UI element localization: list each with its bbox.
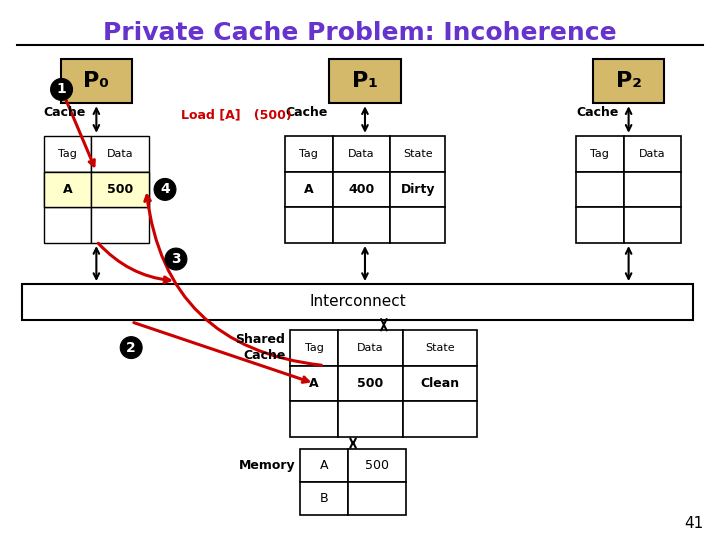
FancyBboxPatch shape: [44, 172, 91, 207]
FancyBboxPatch shape: [624, 136, 681, 172]
Text: State: State: [426, 342, 455, 353]
FancyBboxPatch shape: [290, 401, 338, 437]
FancyBboxPatch shape: [285, 136, 333, 172]
Circle shape: [50, 78, 73, 100]
FancyBboxPatch shape: [390, 207, 445, 243]
Text: Load [A]   (500): Load [A] (500): [181, 109, 292, 122]
Text: Private Cache Problem: Incoherence: Private Cache Problem: Incoherence: [103, 21, 617, 45]
Text: Data: Data: [357, 342, 384, 353]
Text: Cache: Cache: [44, 106, 86, 119]
FancyBboxPatch shape: [329, 59, 401, 103]
FancyBboxPatch shape: [338, 330, 402, 366]
FancyBboxPatch shape: [348, 482, 406, 515]
Text: P₀: P₀: [84, 71, 109, 91]
Text: Shared
Cache: Shared Cache: [235, 333, 285, 362]
Text: 1: 1: [57, 83, 66, 97]
FancyBboxPatch shape: [333, 136, 390, 172]
FancyBboxPatch shape: [300, 449, 348, 482]
Circle shape: [165, 248, 187, 270]
Text: Cache: Cache: [576, 106, 618, 119]
FancyBboxPatch shape: [402, 401, 477, 437]
FancyBboxPatch shape: [576, 172, 624, 207]
FancyBboxPatch shape: [390, 136, 445, 172]
FancyBboxPatch shape: [576, 207, 624, 243]
Text: Tag: Tag: [58, 148, 77, 159]
FancyBboxPatch shape: [44, 207, 91, 243]
Text: 400: 400: [348, 183, 374, 196]
FancyBboxPatch shape: [91, 207, 149, 243]
FancyBboxPatch shape: [285, 172, 333, 207]
Text: 3: 3: [171, 252, 181, 266]
Text: 500: 500: [357, 377, 384, 390]
FancyBboxPatch shape: [402, 366, 477, 401]
Text: P₂: P₂: [616, 71, 642, 91]
FancyBboxPatch shape: [44, 136, 91, 172]
Circle shape: [120, 336, 142, 359]
FancyBboxPatch shape: [333, 172, 390, 207]
FancyBboxPatch shape: [402, 330, 477, 366]
FancyBboxPatch shape: [576, 136, 624, 172]
FancyBboxPatch shape: [60, 59, 132, 103]
Text: A: A: [304, 183, 314, 196]
Text: Dirty: Dirty: [400, 183, 435, 196]
FancyBboxPatch shape: [285, 207, 333, 243]
Text: Clean: Clean: [420, 377, 459, 390]
FancyBboxPatch shape: [300, 482, 348, 515]
FancyBboxPatch shape: [44, 172, 91, 207]
FancyBboxPatch shape: [91, 136, 149, 172]
Text: Data: Data: [639, 148, 666, 159]
Text: Tag: Tag: [300, 148, 318, 159]
FancyBboxPatch shape: [390, 172, 445, 207]
FancyBboxPatch shape: [593, 59, 665, 103]
FancyBboxPatch shape: [624, 207, 681, 243]
Text: 41: 41: [684, 516, 703, 531]
Circle shape: [154, 179, 176, 200]
FancyBboxPatch shape: [338, 401, 402, 437]
Text: 500: 500: [365, 459, 389, 472]
Text: Data: Data: [107, 148, 133, 159]
Text: Cache: Cache: [285, 106, 328, 119]
FancyBboxPatch shape: [624, 172, 681, 207]
FancyBboxPatch shape: [290, 330, 338, 366]
Text: Tag: Tag: [305, 342, 324, 353]
Text: State: State: [403, 148, 433, 159]
Text: 4: 4: [160, 183, 170, 197]
FancyBboxPatch shape: [91, 172, 149, 207]
Text: B: B: [320, 492, 328, 505]
Text: A: A: [63, 183, 72, 196]
FancyBboxPatch shape: [333, 207, 390, 243]
Text: Tag: Tag: [590, 148, 609, 159]
Text: A: A: [320, 459, 328, 472]
Text: A: A: [310, 377, 319, 390]
FancyBboxPatch shape: [22, 284, 693, 320]
Text: 2: 2: [126, 341, 136, 355]
Text: Data: Data: [348, 148, 375, 159]
Text: Interconnect: Interconnect: [310, 294, 406, 309]
FancyBboxPatch shape: [338, 366, 402, 401]
Text: 500: 500: [107, 183, 133, 196]
Text: P₁: P₁: [352, 71, 378, 91]
FancyBboxPatch shape: [290, 366, 338, 401]
Text: Memory: Memory: [239, 459, 295, 472]
FancyBboxPatch shape: [348, 449, 406, 482]
FancyBboxPatch shape: [91, 172, 149, 207]
